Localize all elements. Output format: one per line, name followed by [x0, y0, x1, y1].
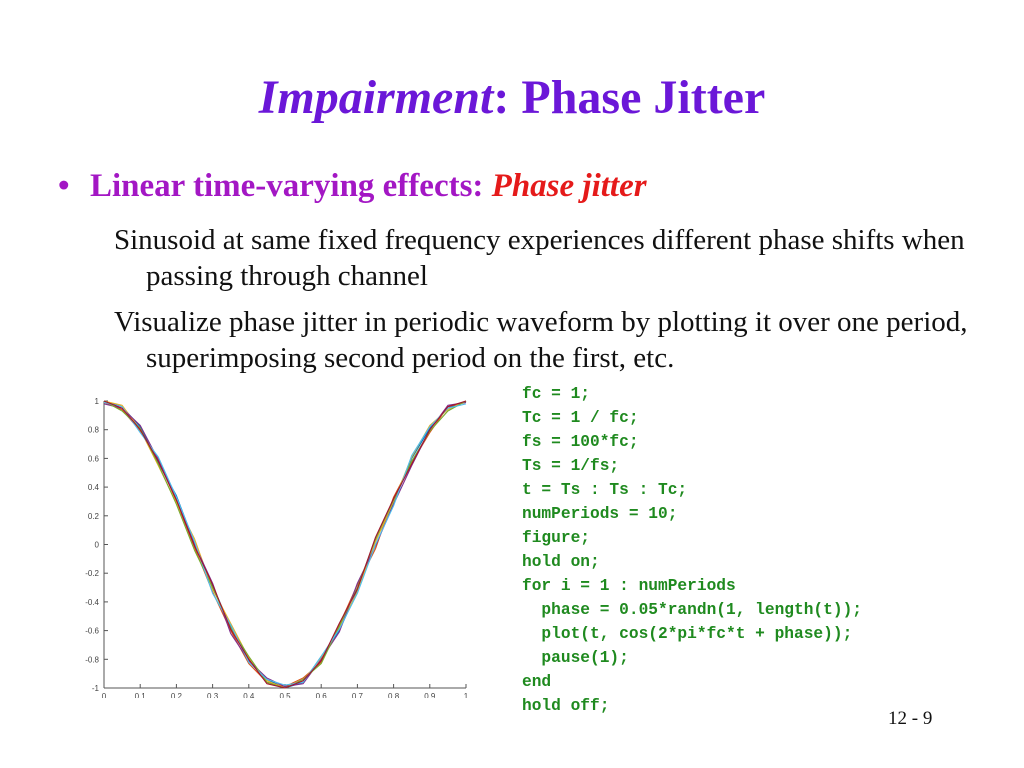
x-tick-label: 0.2 [171, 692, 183, 698]
series-line-3 [103, 400, 467, 689]
page-number: 12 - 9 [888, 708, 933, 729]
code-line: figure; [522, 529, 590, 547]
y-tick-label: 0 [95, 541, 100, 550]
bullet-point: • Linear time-varying effects: Phase jitt… [58, 168, 647, 205]
phase-jitter-plot: 0 0.1 0.2 0.3 0.4 0.5 0.6 0.7 0.8 0.9 1 1 0.8 0.6 0.4 0… [85, 397, 469, 698]
bullet-text: Linear time-varying effects: [90, 168, 492, 204]
code-line: for i = 1 : numPeriods [522, 577, 736, 595]
x-tick-label: 0.8 [388, 692, 400, 698]
y-tick-label: 0.8 [88, 426, 100, 435]
code-line: t = Ts : Ts : Tc; [522, 481, 688, 499]
code-line: end [522, 673, 552, 691]
code-line: fc = 1; [522, 385, 590, 403]
y-tick-label: 0.6 [88, 454, 100, 463]
x-tick-label: 0.3 [207, 692, 219, 698]
title-italic: Impairment [258, 71, 494, 124]
x-tick-label: 1 [464, 692, 469, 698]
series-line-1 [103, 400, 467, 689]
series-line-4 [103, 401, 467, 688]
code-line: phase = 0.05*randn(1, length(t)); [522, 601, 862, 619]
code-line: pause(1); [522, 649, 629, 667]
bullet-emphasis: Phase jitter [491, 168, 647, 204]
paragraph-visualize: Visualize phase jitter in periodic wavef… [114, 306, 968, 374]
series-line-5 [103, 400, 467, 689]
y-tick-label: 0.4 [88, 483, 100, 492]
series-line-6 [103, 401, 467, 686]
code-line: numPeriods = 10; [522, 505, 678, 523]
y-tick-label: 1 [95, 397, 100, 406]
code-line: hold off; [522, 697, 610, 715]
y-tick-label: -0.2 [85, 569, 99, 578]
code-line: Tc = 1 / fc; [522, 409, 639, 427]
code-line: fs = 100*fc; [522, 433, 639, 451]
y-tick-label: -1 [92, 684, 100, 693]
bullet-dot-icon: • [58, 168, 70, 204]
x-tick-label: 0.4 [243, 692, 255, 698]
slide-title: Impairment: Phase Jitter [0, 70, 1024, 125]
x-tick-label: 0 [102, 692, 107, 698]
x-tick-label: 0.6 [316, 692, 328, 698]
x-tick-label: 0.5 [279, 692, 291, 698]
y-tick-label: 0.2 [88, 512, 100, 521]
code-line: Ts = 1/fs; [522, 457, 620, 475]
paragraph-sinusoid: Sinusoid at same fixed frequency experie… [114, 224, 965, 292]
y-tick-label: -0.4 [85, 598, 99, 607]
series-line-7 [103, 400, 467, 689]
x-tick-label: 0.1 [135, 692, 147, 698]
series-line-2 [103, 401, 467, 688]
code-line: plot(t, cos(2*pi*fc*t + phase)); [522, 625, 853, 643]
y-tick-label: -0.8 [85, 655, 99, 664]
matlab-code-block: fc = 1; Tc = 1 / fc; fs = 100*fc; Ts = 1/fs… [522, 382, 862, 718]
title-rest: : Phase Jitter [493, 71, 766, 124]
code-line: hold on; [522, 553, 600, 571]
y-tick-label: -0.6 [85, 627, 99, 636]
x-tick-label: 0.9 [424, 692, 436, 698]
x-tick-label: 0.7 [352, 692, 364, 698]
